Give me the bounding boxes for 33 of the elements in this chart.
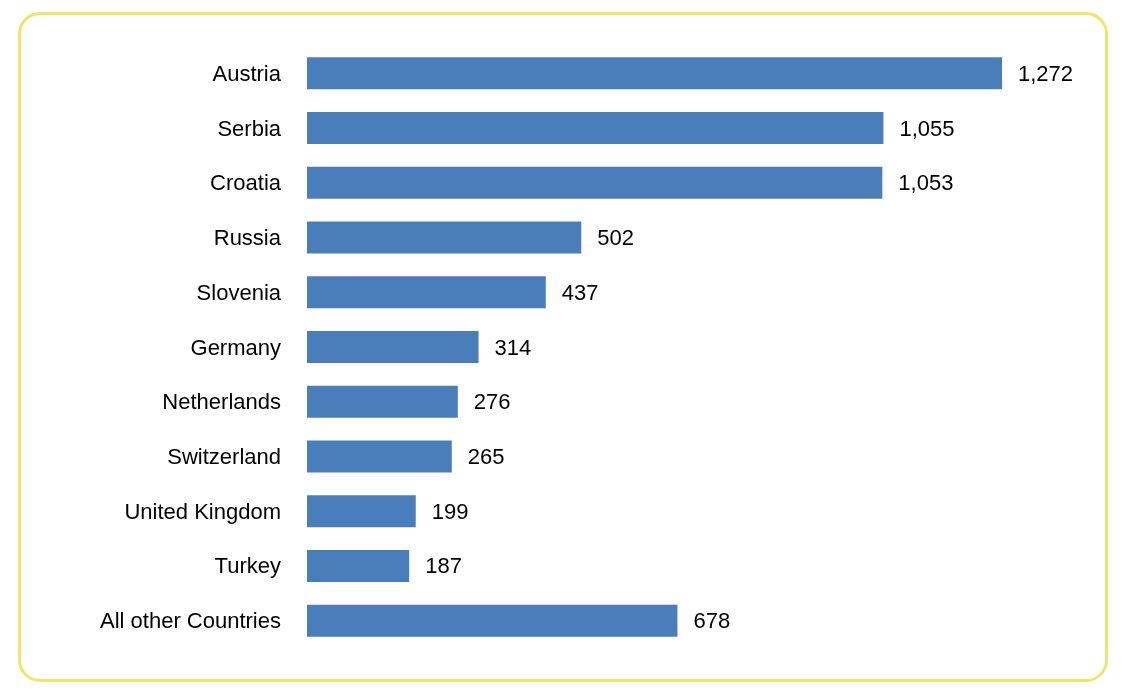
bar	[307, 166, 883, 199]
y-tick-label: Austria	[212, 60, 282, 86]
data-label: 1,053	[898, 170, 954, 196]
bar	[307, 221, 582, 254]
bar	[307, 331, 479, 363]
bar	[307, 385, 458, 418]
y-tick-label: Turkey	[214, 553, 281, 579]
y-tick-label: Netherlands	[162, 389, 281, 415]
y-tick-label: Croatia	[210, 170, 282, 196]
data-label: 1,272	[1018, 60, 1074, 86]
data-label: 678	[693, 608, 731, 634]
y-tick-label: United Kingdom	[124, 498, 281, 524]
data-label: 502	[597, 225, 634, 251]
bar	[307, 495, 416, 528]
data-label: 437	[561, 279, 599, 305]
y-tick-label: Slovenia	[196, 279, 282, 305]
y-tick-label: Switzerland	[167, 443, 281, 469]
data-label: 276	[473, 389, 511, 415]
bar	[307, 604, 678, 637]
data-label: 187	[425, 553, 462, 579]
data-label: 265	[467, 443, 505, 469]
y-tick-label: Russia	[213, 225, 282, 251]
bar	[307, 112, 884, 145]
bar	[307, 549, 410, 582]
bar	[307, 276, 546, 309]
y-tick-label: All other Countries	[100, 608, 281, 634]
data-label: 1,055	[899, 115, 955, 141]
bar	[307, 440, 452, 473]
y-tick-label: Germany	[190, 334, 281, 360]
data-label: 314	[494, 334, 532, 360]
data-label: 199	[431, 498, 469, 524]
y-tick-label: Serbia	[217, 115, 282, 141]
bar	[307, 57, 1002, 90]
